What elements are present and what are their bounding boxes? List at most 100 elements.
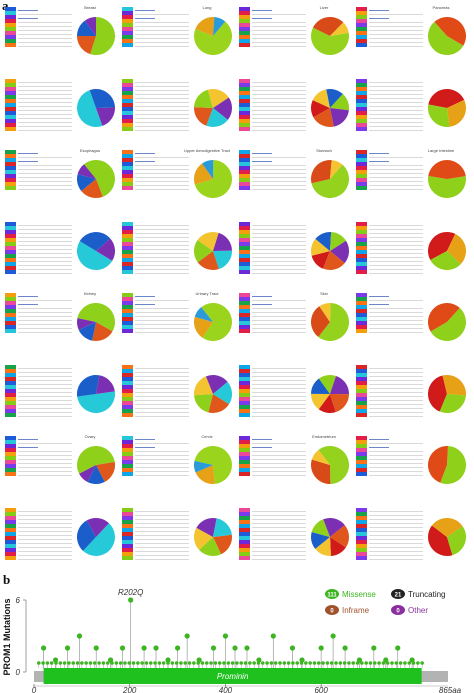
color-swatch bbox=[356, 122, 367, 127]
table-row bbox=[252, 157, 306, 158]
color-swatch bbox=[356, 376, 367, 381]
color-swatch bbox=[5, 237, 16, 242]
table-row bbox=[135, 173, 189, 174]
pie-slice bbox=[77, 89, 103, 127]
table-row bbox=[18, 81, 72, 83]
mutation-point bbox=[395, 645, 401, 651]
color-swatch bbox=[356, 555, 367, 560]
mutation-point bbox=[84, 661, 88, 665]
cancer-type-name: Esophagus bbox=[79, 148, 100, 153]
color-swatch bbox=[239, 182, 250, 186]
table-row bbox=[18, 30, 72, 31]
mutation-point bbox=[356, 657, 363, 663]
color-swatch bbox=[239, 396, 250, 401]
pie-slice bbox=[428, 375, 447, 412]
table-row bbox=[369, 546, 423, 548]
table-row bbox=[252, 320, 306, 321]
x-tick-label: 600 bbox=[314, 686, 328, 693]
table-row bbox=[369, 387, 423, 389]
table-row bbox=[135, 22, 189, 23]
color-swatch bbox=[356, 19, 367, 23]
table-row bbox=[252, 22, 306, 23]
mutation-table bbox=[18, 150, 72, 190]
mutation-table bbox=[369, 365, 423, 417]
color-swatch bbox=[356, 253, 367, 258]
table-row bbox=[369, 153, 389, 154]
table-row bbox=[369, 371, 423, 373]
table-row bbox=[135, 538, 189, 540]
pie-slice bbox=[312, 17, 344, 36]
table-row bbox=[135, 324, 189, 325]
color-swatch bbox=[5, 94, 16, 99]
cancer-panel bbox=[238, 219, 351, 290]
color-swatch bbox=[239, 368, 250, 373]
table-row bbox=[369, 181, 423, 182]
color-swatch bbox=[239, 261, 250, 266]
cancer-type-name: Urinary Tract bbox=[195, 291, 219, 296]
pie-slice bbox=[428, 160, 466, 179]
pie-slice bbox=[194, 160, 232, 198]
table-row bbox=[369, 514, 423, 516]
table-row bbox=[369, 18, 389, 19]
table-row bbox=[252, 81, 306, 83]
color-swatch bbox=[122, 392, 133, 397]
mutation-point bbox=[36, 661, 41, 665]
table-row bbox=[252, 522, 306, 524]
color-swatch bbox=[239, 15, 250, 19]
color-swatch bbox=[122, 547, 133, 552]
table-row bbox=[369, 510, 423, 512]
color-swatch bbox=[5, 221, 16, 226]
table-row bbox=[252, 371, 306, 373]
table-row bbox=[18, 296, 38, 297]
mutation-point bbox=[278, 661, 282, 665]
table-row bbox=[369, 89, 423, 91]
color-swatch bbox=[122, 321, 133, 325]
table-row bbox=[135, 407, 189, 409]
mutation-point bbox=[407, 661, 412, 665]
table-row bbox=[135, 375, 189, 377]
table-row bbox=[135, 522, 189, 524]
cancer-type-name: Cervix bbox=[201, 434, 213, 439]
color-swatch bbox=[122, 555, 133, 560]
table-row bbox=[369, 538, 423, 540]
pie-slice bbox=[311, 531, 330, 549]
cancer-panel bbox=[121, 219, 234, 290]
color-swatch bbox=[122, 249, 133, 254]
mutation-point bbox=[360, 661, 364, 665]
table-row bbox=[18, 272, 72, 274]
color-swatch bbox=[356, 182, 367, 186]
table-row bbox=[252, 443, 306, 444]
color-swatch bbox=[122, 384, 133, 389]
table-row bbox=[369, 312, 423, 313]
table-row bbox=[369, 38, 423, 39]
color-swatch bbox=[239, 82, 250, 87]
color-swatch bbox=[122, 43, 133, 47]
table-row bbox=[135, 18, 155, 19]
color-swatch bbox=[356, 535, 367, 540]
cancer-type-name: Breast bbox=[84, 5, 96, 10]
pie-slice bbox=[311, 238, 330, 256]
table-row bbox=[18, 224, 72, 226]
table-row bbox=[18, 447, 38, 448]
cancer-panel: Cervix bbox=[121, 433, 234, 504]
table-row bbox=[252, 447, 272, 448]
table-row bbox=[252, 30, 306, 31]
pie-slice bbox=[79, 465, 96, 482]
pie-slice bbox=[196, 517, 217, 537]
table-row bbox=[18, 407, 72, 409]
cancer-panel bbox=[4, 362, 117, 433]
color-key bbox=[239, 436, 250, 476]
cancer-panel: Pancreas bbox=[355, 4, 468, 75]
table-row bbox=[135, 189, 189, 190]
mutation-point bbox=[200, 661, 205, 665]
table-row bbox=[252, 89, 306, 91]
color-swatch bbox=[5, 527, 16, 532]
mutation-point bbox=[209, 661, 213, 665]
pie-slice bbox=[428, 103, 450, 127]
table-row bbox=[369, 161, 389, 162]
color-swatch bbox=[239, 86, 250, 91]
color-swatch bbox=[5, 11, 16, 15]
table-row bbox=[252, 181, 306, 182]
table-row bbox=[18, 18, 38, 19]
table-row bbox=[369, 14, 423, 15]
